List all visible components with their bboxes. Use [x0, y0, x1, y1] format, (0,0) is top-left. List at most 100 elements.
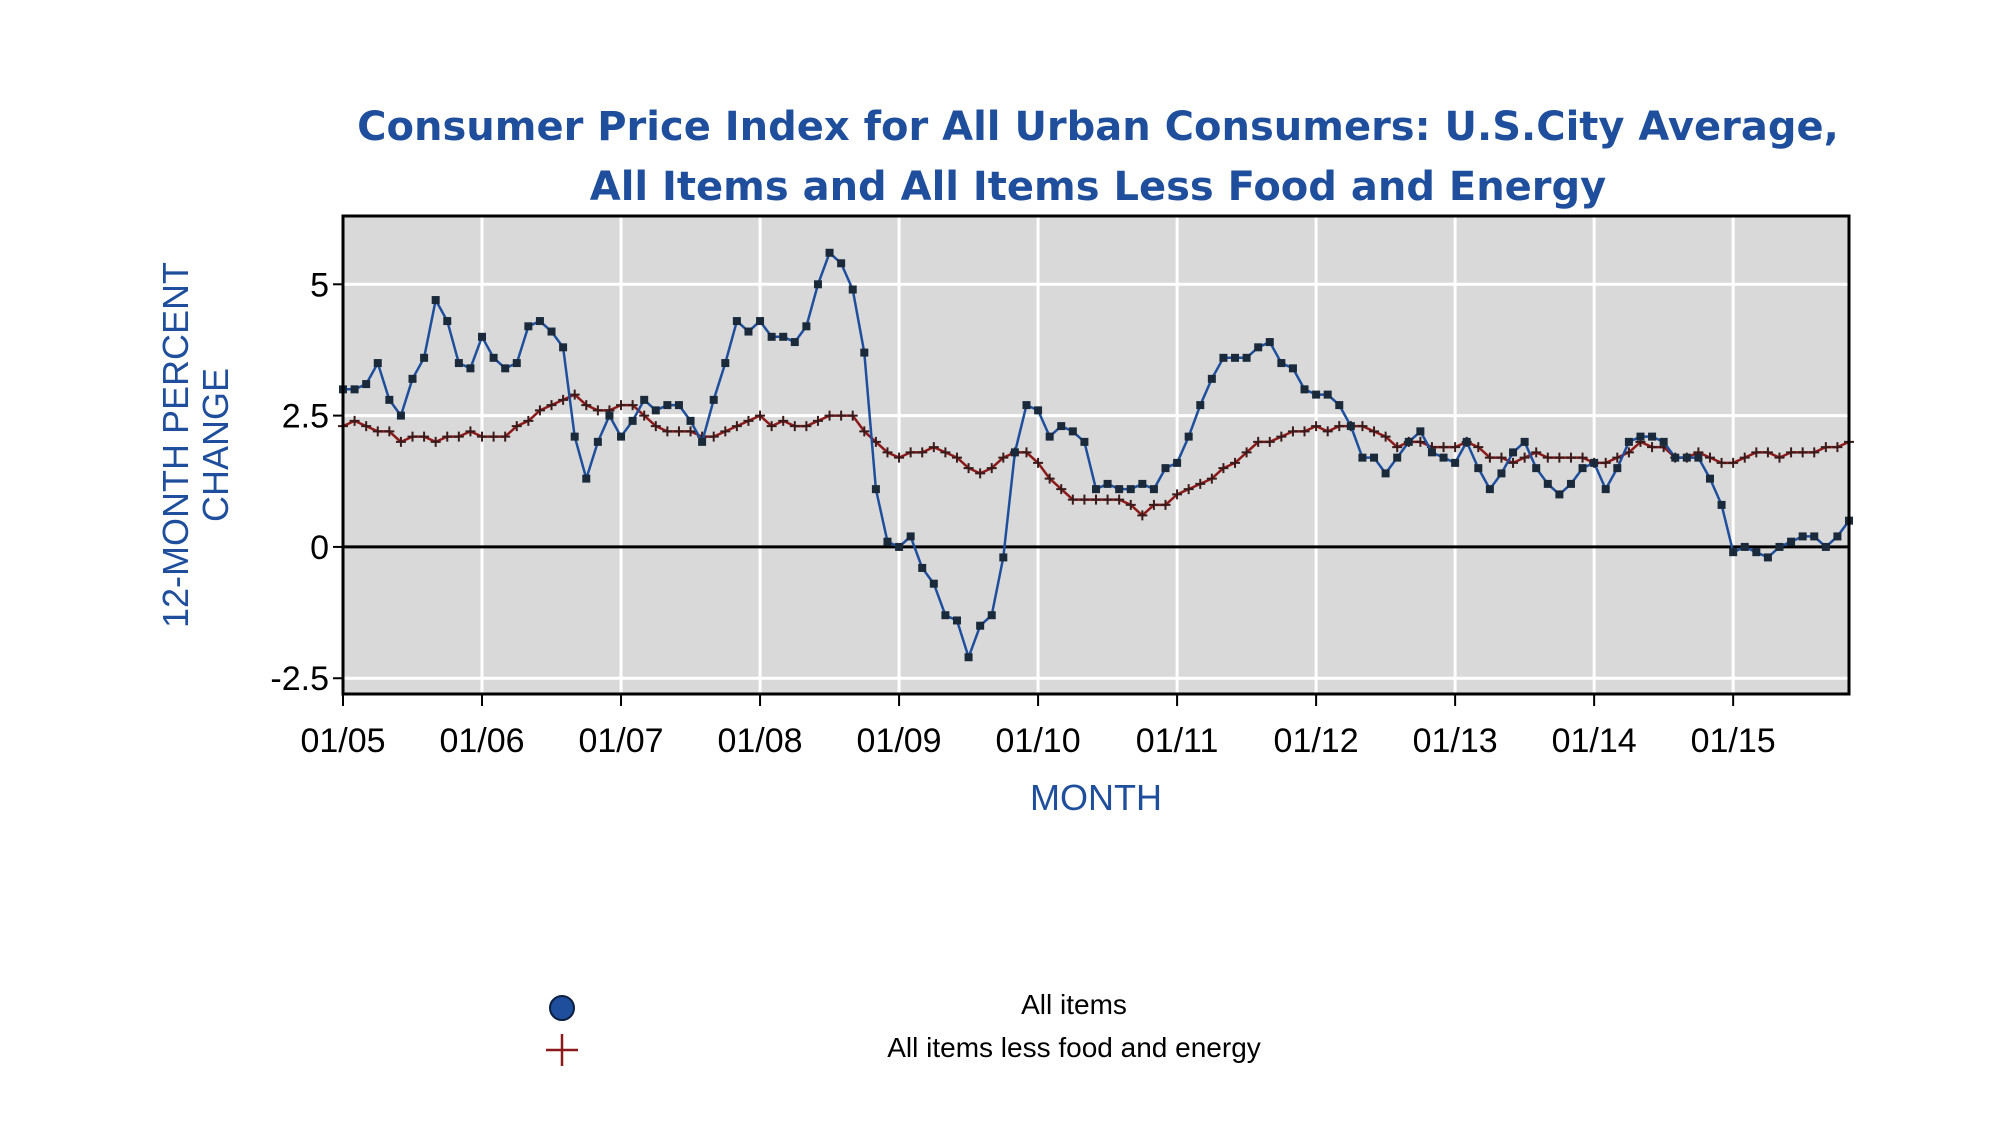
data-point: [1787, 537, 1796, 546]
data-point: [1102, 494, 1113, 505]
data-point: [1821, 542, 1830, 551]
y-tick-label: 0: [310, 529, 329, 567]
data-point: [1462, 437, 1471, 446]
data-point: [1196, 401, 1205, 410]
data-point: [350, 385, 359, 394]
data-point: [1230, 457, 1241, 468]
data-point: [801, 421, 812, 432]
legend-marker-all-items: [549, 995, 575, 1021]
data-point: [1763, 553, 1772, 562]
data-point: [1729, 548, 1738, 557]
data-point: [1034, 406, 1043, 415]
chart-subtitle: All Items and All Items Less Food and En…: [590, 164, 1607, 210]
data-point: [1578, 464, 1587, 473]
data-point: [905, 447, 916, 458]
data-point: [1577, 452, 1588, 463]
data-point: [1287, 426, 1298, 437]
data-point: [1311, 421, 1322, 432]
data-point: [1357, 421, 1368, 432]
data-point: [1335, 401, 1344, 410]
data-point: [1439, 453, 1448, 462]
x-tick-label: 01/09: [857, 722, 942, 760]
data-point: [1716, 457, 1727, 468]
data-point: [1531, 447, 1542, 458]
data-point: [1833, 532, 1842, 541]
data-point: [708, 431, 719, 442]
data-point: [1554, 452, 1565, 463]
all-items-series: [339, 248, 1853, 662]
data-point: [349, 415, 360, 426]
data-point: [1474, 464, 1483, 473]
legend-label-all-items: All items: [1021, 989, 1127, 1020]
data-point: [1740, 542, 1749, 551]
data-point: [824, 410, 835, 421]
data-point: [964, 653, 973, 662]
data-point: [1775, 542, 1784, 551]
data-point: [1195, 478, 1206, 489]
data-point: [837, 259, 846, 268]
data-point: [685, 426, 696, 437]
data-point: [709, 395, 718, 404]
data-point: [1115, 485, 1124, 494]
data-point: [361, 421, 372, 432]
data-point: [570, 432, 579, 441]
data-point: [929, 579, 938, 588]
data-point: [686, 416, 695, 425]
data-point: [454, 359, 463, 368]
data-point: [963, 463, 974, 474]
data-point: [1392, 442, 1403, 453]
data-point: [1219, 353, 1228, 362]
data-point: [1021, 447, 1032, 458]
x-tick-label: 01/07: [578, 722, 663, 760]
data-point: [731, 421, 742, 432]
data-point: [535, 317, 544, 326]
data-point: [1265, 338, 1274, 347]
y-tick-label: -2.5: [270, 660, 329, 698]
data-point: [1485, 485, 1494, 494]
data-point: [975, 468, 986, 479]
data-point: [1739, 452, 1750, 463]
data-point: [442, 431, 453, 442]
data-point: [894, 452, 905, 463]
data-point: [987, 611, 996, 620]
data-point: [1057, 422, 1066, 431]
data-point: [871, 485, 880, 494]
x-tick-label: 01/15: [1691, 722, 1776, 760]
data-point: [1103, 479, 1112, 488]
legend-marker-core: [546, 1034, 578, 1066]
x-tick-label: 01/12: [1274, 722, 1359, 760]
data-point: [940, 447, 951, 458]
data-point: [790, 338, 799, 347]
data-point: [1508, 457, 1519, 468]
data-point: [662, 426, 673, 437]
data-point: [1438, 442, 1449, 453]
data-point: [1809, 447, 1820, 458]
data-point: [1704, 452, 1715, 463]
data-point: [1183, 484, 1194, 495]
data-point: [1149, 485, 1158, 494]
data-point: [1312, 390, 1321, 399]
data-point: [396, 411, 405, 420]
data-point: [430, 436, 441, 447]
data-point: [941, 611, 950, 620]
data-point: [721, 359, 730, 368]
data-point: [1381, 469, 1390, 478]
data-point: [1079, 494, 1090, 505]
data-point: [1323, 390, 1332, 399]
data-point: [928, 442, 939, 453]
data-point: [1415, 436, 1426, 447]
data-point: [1542, 452, 1553, 463]
data-point: [1300, 385, 1309, 394]
data-point: [1555, 490, 1564, 499]
data-point: [1717, 500, 1726, 509]
data-point: [1370, 453, 1379, 462]
data-point: [1600, 457, 1611, 468]
y-tick-label: 5: [310, 266, 329, 304]
x-tick-label: 01/13: [1413, 722, 1498, 760]
data-point: [1613, 464, 1622, 473]
data-point: [1148, 499, 1159, 510]
data-point: [478, 332, 487, 341]
data-point: [639, 410, 650, 421]
data-point: [1496, 452, 1507, 463]
data-point: [918, 563, 927, 572]
